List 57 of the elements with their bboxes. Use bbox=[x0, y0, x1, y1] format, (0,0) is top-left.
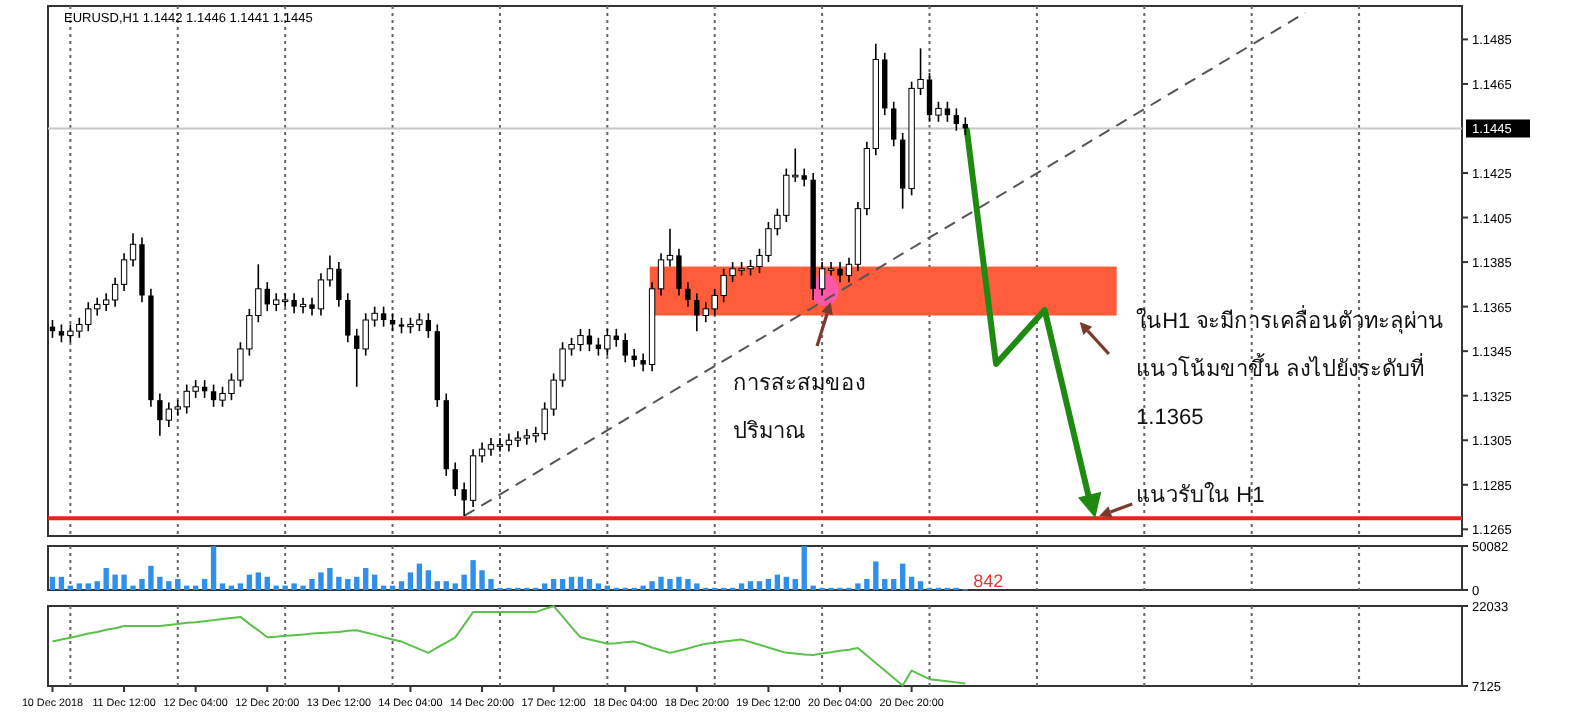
bar bbox=[58, 576, 65, 590]
bar bbox=[363, 568, 369, 590]
bar bbox=[434, 581, 440, 590]
bar bbox=[568, 576, 575, 590]
line-series bbox=[51, 605, 967, 687]
annotation: การสะสมของ ปริมาณ bbox=[733, 372, 866, 444]
candlestick bbox=[622, 332, 628, 364]
candlestick bbox=[452, 461, 458, 497]
bar bbox=[354, 576, 360, 590]
bar bbox=[49, 576, 56, 590]
bar bbox=[246, 574, 253, 590]
bar bbox=[559, 579, 566, 590]
bar bbox=[595, 583, 602, 590]
bar bbox=[425, 570, 432, 590]
annotation: ในH1 จะมีการเคลื่อนตัวทะลุผ่าน แนวโน้มขาขึ้น ลงไปยังระดับที่ 1.1365 bbox=[1136, 304, 1445, 430]
bar bbox=[899, 563, 906, 590]
bar bbox=[747, 581, 754, 590]
bar bbox=[891, 579, 897, 590]
bar bbox=[398, 581, 405, 590]
bar bbox=[792, 579, 798, 590]
candlestick bbox=[604, 328, 611, 357]
bar bbox=[443, 581, 449, 590]
bar bbox=[264, 576, 270, 590]
bar bbox=[908, 576, 915, 590]
candlestick bbox=[469, 448, 477, 508]
bar bbox=[85, 583, 91, 590]
candlestick bbox=[685, 281, 691, 308]
candlestick bbox=[345, 292, 351, 344]
candlestick bbox=[631, 348, 637, 368]
bar bbox=[783, 576, 790, 590]
candlestick bbox=[953, 107, 960, 132]
annotation: แนวรับใน H1 bbox=[1136, 482, 1265, 508]
bar bbox=[255, 572, 261, 590]
annotation: 842 bbox=[973, 571, 1004, 592]
candlestick bbox=[496, 437, 504, 453]
candlestick bbox=[891, 100, 897, 148]
bar bbox=[765, 579, 772, 590]
bar bbox=[219, 583, 226, 590]
bar bbox=[756, 581, 763, 590]
bar bbox=[371, 574, 378, 590]
bar bbox=[542, 583, 548, 590]
bar bbox=[210, 546, 217, 590]
bar bbox=[76, 583, 83, 590]
bar bbox=[416, 563, 423, 590]
bar bbox=[577, 576, 584, 590]
candlestick bbox=[299, 296, 307, 315]
bar bbox=[237, 583, 244, 590]
bar bbox=[550, 579, 557, 590]
bar bbox=[586, 579, 593, 590]
candlestick bbox=[281, 292, 289, 308]
bar bbox=[738, 583, 745, 590]
candlestick bbox=[317, 272, 325, 317]
bar bbox=[774, 574, 781, 590]
bar bbox=[201, 579, 208, 590]
bar bbox=[407, 572, 414, 590]
candlestick bbox=[514, 430, 522, 448]
bar bbox=[917, 581, 924, 590]
